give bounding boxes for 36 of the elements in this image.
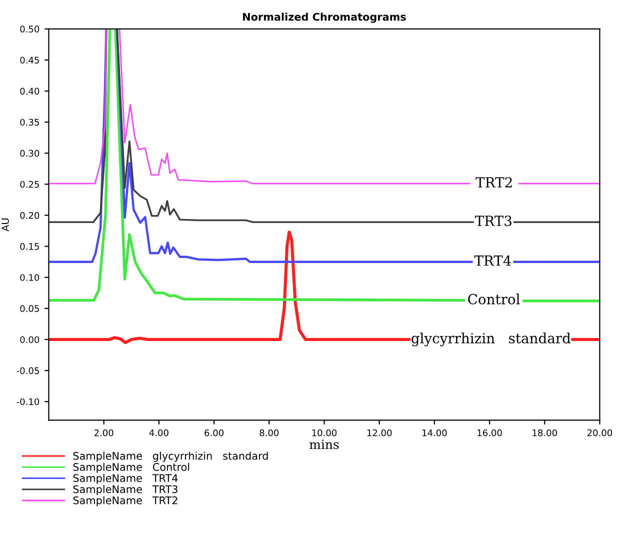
y-tick-label: 0.35 <box>20 118 39 126</box>
x-tick-label: 8.00 <box>260 429 279 436</box>
x-tick-label: 6.00 <box>204 429 224 436</box>
x-tick-label: 16.00 <box>478 429 502 436</box>
annotation: glycyrrhizin standard <box>412 332 571 346</box>
y-tick-label: 0.05 <box>20 305 39 312</box>
legend-label: SampleName TRT4 <box>73 474 178 484</box>
chart-title: Normalized Chromatograms <box>243 12 406 23</box>
y-tick-label: 0.20 <box>20 212 40 219</box>
y-tick-label: 0.15 <box>20 243 39 250</box>
x-tick-label: 10.00 <box>312 429 337 436</box>
y-axis-title: AU <box>2 218 9 232</box>
y-tick-label: 0.50 <box>20 26 40 32</box>
annotation: Control <box>468 294 520 304</box>
annotation: TRT4 <box>474 255 512 266</box>
x-axis-title: mins <box>310 440 339 450</box>
y-tick-label: 0.40 <box>20 88 40 95</box>
x-tick-label: 20.00 <box>587 429 612 436</box>
legend-label: SampleName TRT2 <box>73 496 178 506</box>
y-tick-label: 0.30 <box>20 150 40 157</box>
legend-label: SampleName glycyrrhizin standard <box>73 452 268 462</box>
legend-label: SampleName Control <box>73 462 190 473</box>
annotation: TRT2 <box>476 177 512 188</box>
x-tick-label: 2.00 <box>94 429 114 436</box>
x-tick-label: 12.00 <box>367 429 392 436</box>
y-tick-label: 0.45 <box>20 56 39 64</box>
annotation: TRT3 <box>475 216 512 226</box>
y-tick-label: -0.05 <box>16 367 39 374</box>
legend-label: SampleName TRT3 <box>73 485 178 496</box>
y-tick-label: 0.00 <box>20 336 40 344</box>
x-tick-label: 4.00 <box>149 429 168 436</box>
y-tick-label: 0.25 <box>20 180 39 188</box>
y-tick-label: 0.10 <box>20 274 40 281</box>
x-tick-label: 14.00 <box>422 429 447 436</box>
y-tick-label: -0.10 <box>16 398 40 406</box>
x-tick-label: 18.00 <box>532 429 557 436</box>
